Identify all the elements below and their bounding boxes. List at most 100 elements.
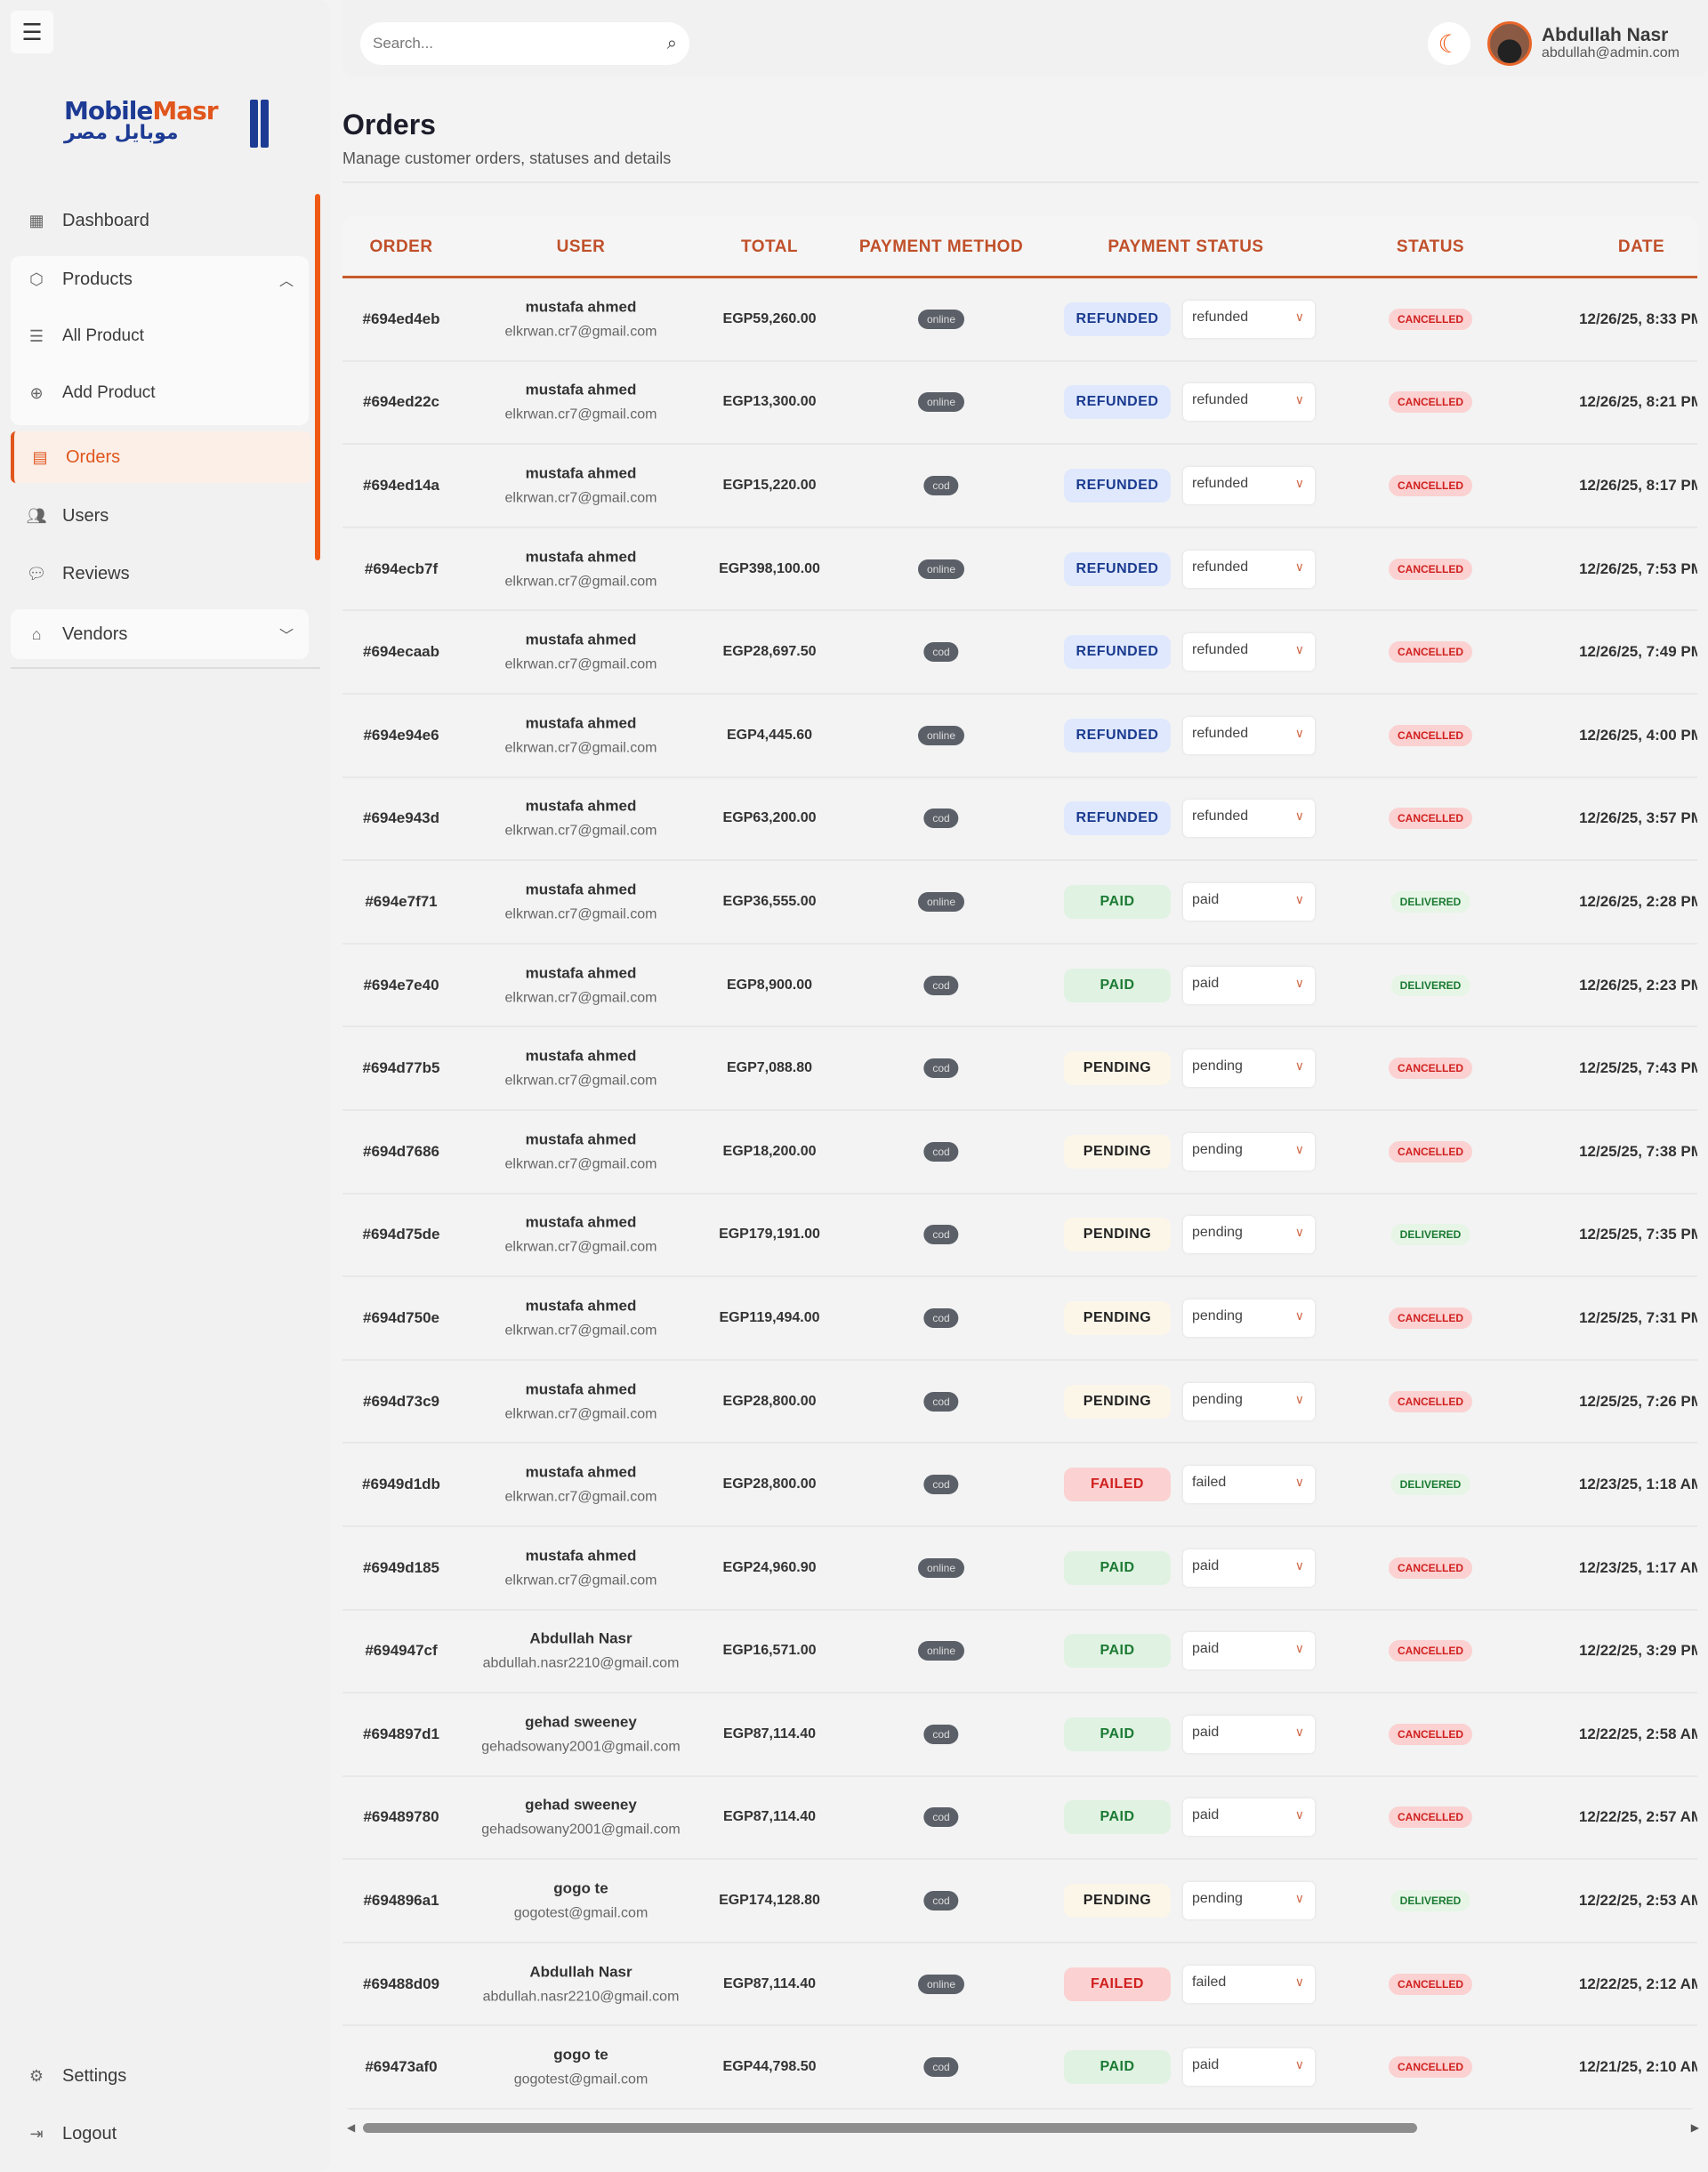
payment-status-select[interactable]: paid ∨ [1183, 1632, 1315, 1670]
payment-status-select[interactable]: paid ∨ [1183, 966, 1315, 1004]
table-row[interactable]: #694e94e6 mustafa ahmed elkrwan.cr7@gmail… [342, 695, 1697, 778]
order-date: 12/26/25, 7:53 PM [1579, 559, 1697, 577]
table-row[interactable]: #694897d1 gehad sweeney gehadsowany2001@g… [342, 1693, 1697, 1777]
order-id[interactable]: #694d77b5 [362, 1059, 440, 1077]
select-value: refunded [1192, 642, 1249, 658]
moon-icon: ☾ [1438, 29, 1461, 58]
order-id[interactable]: #6949d185 [362, 1558, 440, 1576]
payment-status-select[interactable]: pending ∨ [1183, 1132, 1315, 1170]
payment-status-select[interactable]: refunded ∨ [1183, 716, 1315, 754]
sidebar-item-dashboard[interactable]: ▦ Dashboard [11, 195, 311, 246]
search-icon[interactable]: ⌕ [666, 33, 677, 53]
table-row[interactable]: #694d750e mustafa ahmed elkrwan.cr7@gmail… [342, 1277, 1697, 1361]
order-id[interactable]: #694e7e40 [363, 976, 439, 993]
sidebar-item-orders[interactable]: ▤ Orders [11, 431, 311, 483]
sidebar-item-add-product[interactable]: ⊕ Add Product [11, 367, 311, 419]
payment-status-select[interactable]: refunded ∨ [1183, 383, 1315, 422]
order-id[interactable]: #694ed14a [362, 476, 440, 494]
order-id[interactable]: #694e94e6 [363, 726, 439, 744]
order-id[interactable]: #694d7686 [362, 1142, 440, 1160]
table-row[interactable]: #69489780 gehad sweeney gehadsowany2001@g… [342, 1777, 1697, 1861]
payment-status-select[interactable]: refunded ∨ [1183, 300, 1315, 338]
payment-status-select[interactable]: paid ∨ [1183, 882, 1315, 921]
order-id[interactable]: #69473af0 [365, 2058, 438, 2076]
payment-status-select[interactable]: paid ∨ [1183, 1549, 1315, 1587]
order-id[interactable]: #694e7f71 [365, 892, 438, 910]
payment-status-select[interactable]: paid ∨ [1183, 2048, 1315, 2087]
payment-method-badge: online [917, 1557, 965, 1578]
sidebar-item-reviews[interactable]: 💬︎ Reviews [11, 548, 311, 599]
customer-name: mustafa ahmed [525, 1380, 637, 1398]
sidebar-item-products[interactable]: ⬡ Products ︿ [11, 253, 311, 305]
order-total: EGP28,697.50 [722, 644, 817, 660]
order-id[interactable]: #69488d09 [362, 1975, 440, 1992]
order-user: mustafa ahmed elkrwan.cr7@gmail.com [505, 714, 657, 756]
scrollbar-thumb[interactable] [363, 2123, 1417, 2133]
horizontal-scrollbar[interactable]: ◀ ▶ [347, 2121, 1699, 2136]
table-row[interactable]: #694ecaab mustafa ahmed elkrwan.cr7@gmail… [342, 611, 1697, 695]
sidebar-scrollbar[interactable] [315, 194, 320, 560]
payment-status-select[interactable]: pending ∨ [1183, 1299, 1315, 1337]
table-row[interactable]: #694947cf Abdullah Nasr abdullah.nasr2210… [342, 1611, 1697, 1694]
table-row[interactable]: #69488d09 Abdullah Nasr abdullah.nasr2210… [342, 1943, 1697, 2027]
order-id[interactable]: #694897d1 [362, 1725, 440, 1742]
scroll-right-arrow-icon[interactable]: ▶ [1690, 2121, 1699, 2134]
menu-toggle-button[interactable]: ☰ [11, 11, 53, 53]
order-date: 12/26/25, 7:49 PM [1579, 643, 1697, 661]
table-row[interactable]: #694d75de mustafa ahmed elkrwan.cr7@gmail… [342, 1195, 1697, 1278]
payment-method-badge: cod [923, 475, 959, 495]
table-row[interactable]: #694ecb7f mustafa ahmed elkrwan.cr7@gmail… [342, 528, 1697, 612]
table-row[interactable]: #694d77b5 mustafa ahmed elkrwan.cr7@gmail… [342, 1027, 1697, 1111]
sidebar-item-vendors[interactable]: ⌂ Vendors ﹀ [11, 608, 311, 660]
order-id[interactable]: #694d75de [362, 1226, 440, 1243]
table-row[interactable]: #6949d1db mustafa ahmed elkrwan.cr7@gmail… [342, 1444, 1697, 1527]
payment-status-select[interactable]: pending ∨ [1183, 1216, 1315, 1254]
order-id[interactable]: #694ed4eb [362, 310, 440, 327]
table-row[interactable]: #694d73c9 mustafa ahmed elkrwan.cr7@gmail… [342, 1361, 1697, 1444]
payment-status-select[interactable]: refunded ∨ [1183, 466, 1315, 504]
order-id[interactable]: #694ecb7f [364, 559, 439, 577]
sidebar-item-settings[interactable]: ⚙ Settings [11, 2050, 311, 2102]
table-row[interactable]: #694ed14a mustafa ahmed elkrwan.cr7@gmail… [342, 445, 1697, 528]
brand-logo[interactable]: MobileMasr موبايل مصر [64, 96, 269, 153]
order-id[interactable]: #694896a1 [363, 1892, 439, 1910]
payment-status-select[interactable]: refunded ∨ [1183, 800, 1315, 838]
order-id[interactable]: #694d73c9 [362, 1392, 440, 1410]
payment-status-select[interactable]: pending ∨ [1183, 1882, 1315, 1920]
avatar[interactable] [1487, 21, 1532, 66]
sidebar-item-all-product[interactable]: ☰ All Product [11, 310, 311, 362]
order-id[interactable]: #694947cf [365, 1642, 438, 1660]
order-user: mustafa ahmed elkrwan.cr7@gmail.com [505, 464, 657, 506]
order-id[interactable]: #694d750e [362, 1308, 440, 1326]
payment-status-select[interactable]: refunded ∨ [1183, 550, 1315, 588]
table-row[interactable]: #694e943d mustafa ahmed elkrwan.cr7@gmail… [342, 778, 1697, 862]
payment-status-select[interactable]: paid ∨ [1183, 1798, 1315, 1837]
sidebar-item-logout[interactable]: ⇥ Logout [11, 2108, 311, 2160]
table-row[interactable]: #69473af0 gogo te gogotest@gmail.com EGP4… [342, 2026, 1697, 2111]
table-row[interactable]: #6949d185 mustafa ahmed elkrwan.cr7@gmail… [342, 1527, 1697, 1611]
order-id[interactable]: #6949d1db [362, 1476, 440, 1493]
payment-status-badge: REFUNDED [1064, 718, 1171, 752]
payment-status-select[interactable]: refunded ∨ [1183, 633, 1315, 672]
order-id[interactable]: #694e943d [362, 809, 440, 827]
search-input[interactable]: Search... ⌕ [360, 22, 689, 65]
chevron-down-icon: ∨ [1294, 309, 1304, 324]
table-row[interactable]: #694ed22c mustafa ahmed elkrwan.cr7@gmail… [342, 362, 1697, 446]
order-id[interactable]: #694ecaab [362, 643, 440, 661]
table-row[interactable]: #694896a1 gogo te gogotest@gmail.com EGP1… [342, 1860, 1697, 1943]
table-row[interactable]: #694d7686 mustafa ahmed elkrwan.cr7@gmail… [342, 1111, 1697, 1195]
order-total: EGP87,114.40 [722, 1809, 817, 1825]
sidebar-item-users[interactable]: 👥︎ Users [11, 490, 311, 542]
payment-status-select[interactable]: failed ∨ [1183, 1466, 1315, 1504]
table-row[interactable]: #694ed4eb mustafa ahmed elkrwan.cr7@gmail… [342, 278, 1697, 362]
payment-status-select[interactable]: pending ∨ [1183, 1382, 1315, 1420]
payment-status-select[interactable]: failed ∨ [1183, 1965, 1315, 2003]
scroll-left-arrow-icon[interactable]: ◀ [347, 2121, 356, 2134]
table-row[interactable]: #694e7f71 mustafa ahmed elkrwan.cr7@gmail… [342, 861, 1697, 945]
theme-toggle-button[interactable]: ☾ [1428, 22, 1470, 65]
order-id[interactable]: #694ed22c [362, 393, 440, 411]
payment-status-select[interactable]: pending ∨ [1183, 1050, 1315, 1088]
payment-status-select[interactable]: paid ∨ [1183, 1715, 1315, 1753]
order-id[interactable]: #69489780 [363, 1808, 439, 1826]
table-row[interactable]: #694e7e40 mustafa ahmed elkrwan.cr7@gmail… [342, 945, 1697, 1028]
